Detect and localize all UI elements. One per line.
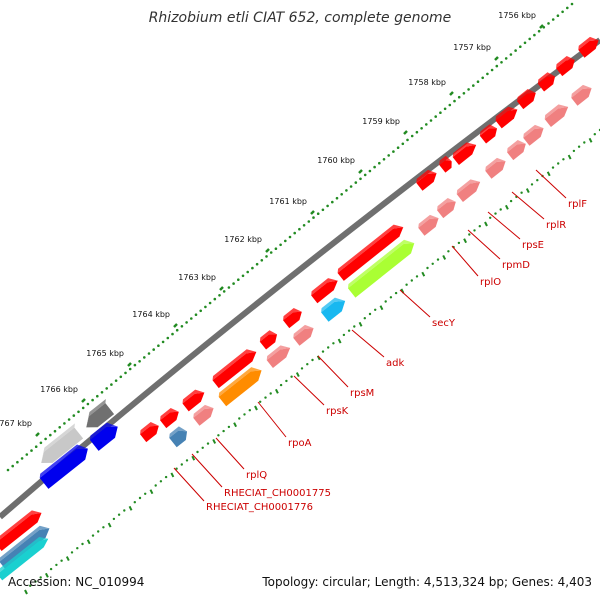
gene-features[interactable] (0, 34, 600, 581)
gene-arrow-pink-11[interactable] (191, 402, 216, 426)
gene-label: RHECIAT_CH0001775 (224, 488, 331, 499)
gene-arrow-grey-light[interactable] (35, 423, 85, 468)
ruler-ticks: 1756 kbp 1757 kbp 1758 kbp 1759 kbp 1760 kbp… (0, 11, 544, 437)
gene-arrow-red-15[interactable] (181, 386, 208, 412)
gene-arrow-red-18[interactable] (0, 507, 45, 552)
gene-leader-line (293, 375, 325, 406)
ruler-tick-mark (403, 130, 408, 135)
ruler-tick-mark (35, 432, 40, 437)
ruler-tick-label: 1765 kbp (86, 349, 124, 358)
ruler-tick-mark (494, 56, 499, 61)
ruler-tick-label: 1767 kbp (0, 419, 32, 428)
gene-arrow-pink-5[interactable] (483, 155, 508, 179)
gene-leader-line (257, 401, 287, 438)
gene-arrow-pink-7[interactable] (435, 196, 459, 219)
ruler-tick-label: 1756 kbp (498, 11, 536, 20)
gene-label: rplR (546, 220, 566, 231)
ruler-tick-label: 1764 kbp (132, 310, 170, 319)
gene-leader-line (351, 329, 385, 358)
ruler-tick-label: 1763 kbp (178, 273, 216, 282)
ruler-tick-label: 1766 kbp (40, 385, 78, 394)
gene-arrow-pink-10[interactable] (265, 342, 293, 369)
gene-arrow-red-16[interactable] (158, 406, 182, 429)
gene-label: RHECIAT_CH0001776 (206, 502, 313, 513)
ruler-tick-label: 1762 kbp (224, 235, 262, 244)
gene-arrow-red-2[interactable] (554, 54, 578, 77)
gene-leader-line (535, 169, 567, 199)
gene-arrow-red-10[interactable] (336, 221, 407, 281)
gene-leader-line (191, 453, 223, 488)
gene-label: secY (432, 318, 456, 329)
gene-arrow-red-9[interactable] (414, 167, 439, 191)
gene-leader-line (173, 467, 205, 502)
ruler-tick-label: 1760 kbp (317, 156, 355, 165)
ruler-tick-label: 1759 kbp (362, 117, 400, 126)
gene-arrow-red-4[interactable] (515, 87, 539, 110)
gene-leader-line (487, 211, 521, 240)
gene-leader-line (467, 229, 501, 260)
map-title: Rhizobium etli CIAT 652, complete genome (148, 10, 452, 26)
ruler-tick-mark (81, 398, 86, 403)
ruler-tick-mark (127, 362, 132, 367)
gene-label: rpoA (288, 438, 312, 449)
gene-leader-line (399, 289, 431, 318)
gene-label: rplF (568, 199, 587, 210)
gene-arrow-red-6[interactable] (478, 122, 500, 144)
gene-arrow-red-14[interactable] (211, 346, 260, 389)
gene-arrow-secY[interactable] (346, 236, 418, 298)
gene-arrow-red-5[interactable] (494, 103, 521, 129)
gene-arrow-cyan-left[interactable] (0, 533, 51, 581)
ruler-tick-mark (539, 24, 544, 29)
ruler-tick-mark (310, 210, 315, 215)
gene-leader-line (451, 245, 479, 277)
gene-arrow-red-12[interactable] (281, 306, 305, 329)
gene-arrow-grey-dark[interactable] (80, 398, 116, 433)
gene-arrow-pink-6[interactable] (455, 176, 483, 203)
ruler-tick-mark (265, 248, 270, 253)
gene-arrow-blue-1[interactable] (38, 441, 92, 489)
gene-arrow-pink-2[interactable] (543, 101, 571, 128)
ruler-tick-mark (449, 91, 454, 96)
ruler-tick-label: 1758 kbp (408, 78, 446, 87)
gene-arrow-pink-9[interactable] (291, 322, 316, 346)
gene-leader-line (511, 191, 545, 220)
gene-arrow-adk[interactable] (319, 294, 349, 322)
gene-label: rplQ (246, 470, 267, 481)
gene-label: rpsE (522, 240, 544, 251)
gene-label: rpsK (326, 406, 349, 417)
ruler-tick-mark (173, 323, 178, 328)
gene-arrow-red-8[interactable] (437, 155, 454, 173)
gene-arrow-red-17[interactable] (138, 420, 162, 443)
gene-arrow-pink-8[interactable] (416, 212, 441, 236)
ruler-tick-mark (358, 169, 363, 174)
gene-arrow-red-3[interactable] (536, 70, 558, 92)
gene-label: rplO (480, 277, 501, 288)
accession-text: Accession: NC_010994 (8, 575, 145, 589)
gene-leader-line (317, 355, 349, 388)
ruler-dotted-arc (6, 2, 574, 472)
gene-label: adk (386, 358, 404, 369)
inner-dotted-arc (24, 128, 600, 595)
gene-arrow-blue-2[interactable] (88, 419, 122, 451)
gene-arrow-red-7[interactable] (451, 139, 479, 166)
gene-label: rpmD (502, 260, 530, 271)
gene-arrow-red-11[interactable] (309, 274, 341, 304)
gene-arrow-red-1[interactable] (576, 34, 600, 58)
gene-arrow-pink-4[interactable] (505, 138, 529, 161)
gene-arrow-pink-3[interactable] (521, 122, 546, 146)
gene-arrow-rhe1775[interactable] (167, 424, 190, 448)
gene-arrow-pink-1[interactable] (569, 82, 594, 106)
ruler-tick-label: 1761 kbp (269, 197, 307, 206)
gene-arrow-rpoA[interactable] (217, 363, 265, 407)
ruler-tick-mark (219, 286, 224, 291)
gene-arrow-red-13[interactable] (258, 328, 280, 350)
genome-stats-text: Topology: circular; Length: 4,513,324 bp… (262, 575, 592, 589)
gene-label: rpsM (350, 388, 374, 399)
ruler-tick-label: 1757 kbp (453, 43, 491, 52)
gene-leader-line (215, 437, 245, 470)
